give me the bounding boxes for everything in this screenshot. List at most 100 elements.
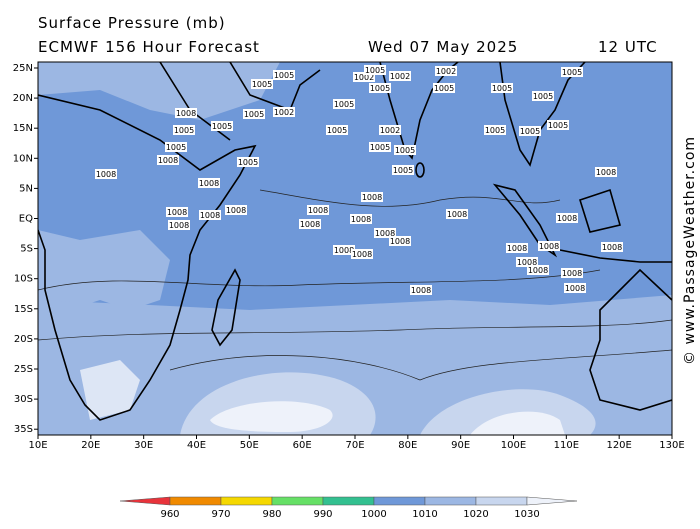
isobar-label: 1002	[354, 73, 374, 82]
lat-label: EQ	[19, 214, 33, 225]
lat-label: 20N	[13, 93, 33, 104]
isobar-label: 1008	[169, 221, 189, 230]
label-box	[392, 165, 414, 175]
label-box	[333, 245, 355, 255]
colorbar-swatch	[424, 496, 477, 506]
label-box	[350, 214, 372, 224]
lat-label: 35S	[14, 424, 33, 435]
colorbar-label: 970	[211, 509, 230, 520]
lon-label: 50E	[240, 440, 259, 451]
label-box	[601, 242, 623, 252]
label-box	[556, 213, 578, 223]
colorbar-label: 1030	[514, 509, 539, 520]
label-box	[374, 228, 396, 238]
isobar-label: 1008	[334, 246, 354, 255]
isobar	[38, 319, 672, 341]
title: Surface Pressure (mb)	[38, 14, 226, 32]
isobar-label: 1005	[252, 80, 272, 89]
coastline	[211, 268, 241, 347]
field	[38, 62, 280, 120]
label-box	[561, 67, 583, 77]
isobar-label: 1008	[375, 229, 395, 238]
colorbar-swatch	[475, 496, 528, 506]
label-box	[157, 155, 179, 165]
isobar-label: 1005	[166, 143, 186, 152]
isobar-label: 1005	[434, 84, 454, 93]
label-box	[433, 83, 455, 93]
colorbar-cap	[526, 496, 578, 506]
label-box	[595, 167, 617, 177]
isobar-label: 1005	[533, 92, 553, 101]
lat-label: 5S	[20, 244, 33, 255]
field	[470, 411, 565, 435]
isobar-label: 1005	[238, 158, 258, 167]
label-box	[273, 107, 295, 117]
isobar-label: 1008	[557, 214, 577, 223]
isobar-label: 1002	[380, 126, 400, 135]
isobar-label: 1005	[370, 84, 390, 93]
isobar-label: 1008	[96, 170, 116, 179]
label-box	[353, 72, 375, 82]
label-box	[394, 145, 416, 155]
isobar-label: 1008	[539, 242, 559, 251]
label-box	[364, 65, 386, 75]
label-box	[491, 83, 513, 93]
coastline	[589, 268, 672, 411]
label-box	[379, 125, 401, 135]
isobar-label: 1005	[334, 100, 354, 109]
lon-label: 10E	[28, 440, 47, 451]
isobar-label: 1005	[244, 110, 264, 119]
isobar-label: 1005	[174, 126, 194, 135]
lon-label: 110E	[554, 440, 579, 451]
label-box	[95, 169, 117, 179]
label-box	[435, 66, 457, 76]
time: 12 UTC	[598, 38, 658, 56]
model: ECMWF 156 Hour Forecast	[38, 38, 260, 56]
lat-label: 20S	[14, 334, 33, 345]
label-box	[361, 192, 383, 202]
label-box	[251, 79, 273, 89]
label-box	[561, 268, 583, 278]
label-box	[168, 220, 190, 230]
label-box	[198, 178, 220, 188]
colorbar-swatch	[373, 496, 426, 506]
label-box	[410, 285, 432, 295]
field	[210, 401, 333, 432]
date: Wed 07 May 2025	[368, 38, 518, 56]
isobar-label: 1005	[370, 143, 390, 152]
isobar-label: 1008	[158, 156, 178, 165]
lat-label: 25S	[14, 364, 33, 375]
isobar-label: 1008	[300, 220, 320, 229]
colorbar-label: 960	[160, 509, 179, 520]
label-box	[484, 125, 506, 135]
field	[80, 360, 140, 420]
label-box	[389, 236, 411, 246]
colorbar-swatch	[169, 496, 222, 506]
isobar	[169, 349, 672, 381]
isobar-label: 1008	[362, 193, 382, 202]
coastline	[499, 62, 586, 167]
label-box	[225, 205, 247, 215]
isobar-label: 1005	[562, 68, 582, 77]
label-box	[351, 249, 373, 259]
isobar-label: 1005	[365, 66, 385, 75]
isobar-label: 1008	[507, 244, 527, 253]
label-box	[547, 120, 569, 130]
label-box	[307, 205, 329, 215]
isobar-label: 1005	[212, 122, 232, 131]
isobar	[38, 269, 601, 291]
field	[38, 230, 170, 320]
lat-label: 5N	[19, 183, 33, 194]
coastline	[38, 94, 257, 421]
label-box	[173, 125, 195, 135]
colorbar-label: 1000	[361, 509, 386, 520]
isobar-label: 1008	[308, 206, 328, 215]
label-box	[527, 265, 549, 275]
label-box	[299, 219, 321, 229]
label-box	[211, 121, 233, 131]
isobar-label: 1002	[390, 72, 410, 81]
label-box	[519, 126, 541, 136]
watermark: © www.PassageWeather.com	[682, 136, 698, 365]
